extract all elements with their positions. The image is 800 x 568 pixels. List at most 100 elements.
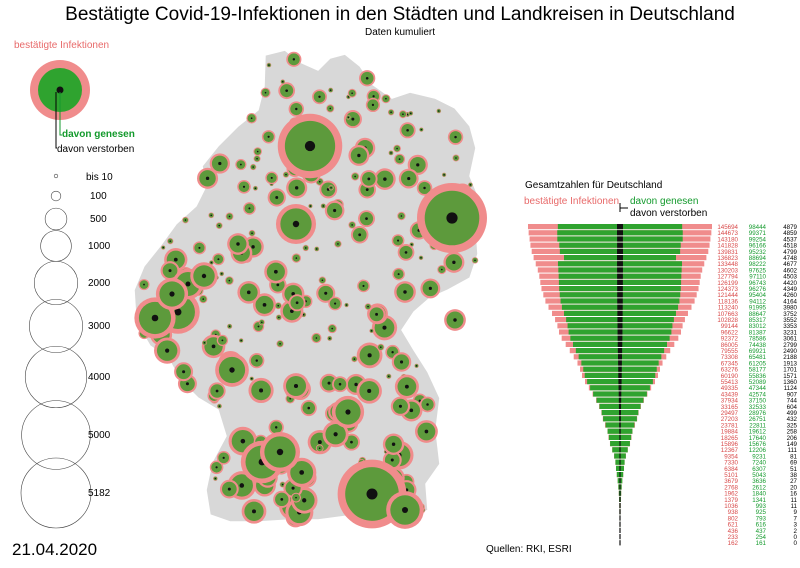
district-deaths-bubble bbox=[242, 185, 246, 188]
totals-value-label: 9 bbox=[794, 509, 798, 516]
source-label: Quellen: RKI, ESRI bbox=[486, 544, 572, 555]
district-deaths-bubble bbox=[322, 205, 325, 207]
size-label: 5000 bbox=[88, 430, 111, 441]
district-deaths-bubble bbox=[295, 257, 298, 259]
district-deaths-bubble bbox=[252, 509, 256, 514]
totals-deaths-bar bbox=[619, 422, 621, 428]
totals-deaths-bar bbox=[619, 496, 621, 502]
totals-value-label: 1379 bbox=[724, 497, 738, 504]
district-deaths-bubble bbox=[185, 382, 189, 386]
district-deaths-bubble bbox=[367, 388, 372, 393]
totals-value-label: 102828 bbox=[717, 317, 738, 324]
district-deaths-bubble bbox=[428, 286, 432, 290]
legend-confirmed-label: bestätigte Infektionen bbox=[14, 40, 110, 51]
totals-value-label: 133448 bbox=[717, 261, 738, 268]
district-deaths-bubble bbox=[351, 224, 353, 226]
totals-value-label: 145694 bbox=[717, 224, 738, 231]
totals-value-label: 4677 bbox=[783, 261, 797, 268]
totals-value-label: 0 bbox=[794, 534, 798, 541]
district-deaths-bubble bbox=[330, 186, 332, 189]
district-deaths-bubble bbox=[329, 89, 332, 91]
totals-value-label: 96276 bbox=[749, 286, 767, 293]
totals-value-label: 124373 bbox=[717, 286, 738, 293]
totals-value-label: 86005 bbox=[721, 342, 739, 349]
district-deaths-bubble bbox=[151, 314, 159, 322]
district-deaths-bubble bbox=[331, 327, 334, 330]
totals-value-label: 604 bbox=[787, 404, 798, 411]
district-deaths-bubble bbox=[218, 224, 221, 227]
chart-subtitle: Daten kumuliert bbox=[364, 27, 436, 38]
totals-value-label: 88694 bbox=[749, 255, 767, 262]
totals-deaths-bar bbox=[617, 242, 623, 248]
district-deaths-bubble bbox=[437, 110, 440, 112]
totals-value-label: 4537 bbox=[783, 236, 797, 243]
totals-value-label: 111 bbox=[788, 447, 798, 454]
district-deaths-bubble bbox=[410, 243, 413, 246]
district-deaths-bubble bbox=[351, 117, 355, 121]
district-deaths-bubble bbox=[307, 406, 311, 410]
district-deaths-bubble bbox=[337, 243, 339, 245]
totals-deaths-bar bbox=[617, 323, 623, 329]
totals-connectors bbox=[619, 203, 628, 212]
totals-deaths-bar bbox=[617, 304, 623, 310]
totals-value-label: 127794 bbox=[717, 274, 738, 281]
totals-value-label: 15896 bbox=[721, 441, 739, 448]
totals-value-label: 22811 bbox=[749, 422, 766, 429]
district-deaths-bubble bbox=[309, 205, 312, 207]
district-deaths-bubble bbox=[255, 359, 258, 362]
totals-value-label: 113240 bbox=[718, 305, 739, 312]
district-deaths-bubble bbox=[357, 153, 361, 158]
district-deaths-bubble bbox=[362, 284, 365, 287]
totals-deaths-bar bbox=[617, 310, 623, 316]
totals-value-label: 4859 bbox=[783, 230, 797, 237]
district-deaths-bubble bbox=[211, 344, 216, 349]
totals-value-label: 3752 bbox=[783, 311, 797, 318]
district-deaths-bubble bbox=[398, 158, 401, 160]
district-deaths-bubble bbox=[454, 135, 457, 139]
totals-value-label: 63276 bbox=[721, 367, 739, 374]
size-label: 500 bbox=[90, 214, 107, 225]
district-deaths-bubble bbox=[185, 281, 191, 287]
totals-value-label: 993 bbox=[756, 503, 767, 510]
totals-value-label: 69921 bbox=[749, 348, 767, 355]
district-deaths-bubble bbox=[270, 176, 273, 179]
district-deaths-bubble bbox=[222, 456, 225, 459]
district-deaths-bubble bbox=[354, 382, 358, 387]
totals-value-label: 4164 bbox=[783, 298, 797, 305]
totals-value-label: 37934 bbox=[721, 398, 739, 405]
district-deaths-bubble bbox=[406, 113, 409, 116]
district-deaths-bubble bbox=[318, 180, 321, 183]
district-deaths-bubble bbox=[453, 318, 457, 322]
totals-value-label: 33165 bbox=[721, 404, 739, 411]
totals-deaths-bar bbox=[617, 348, 623, 354]
totals-value-label: 3552 bbox=[783, 317, 797, 324]
totals-value-label: 98444 bbox=[749, 224, 767, 231]
totals-value-label: 29497 bbox=[721, 410, 739, 417]
totals-value-label: 61205 bbox=[749, 360, 767, 367]
totals-value-label: 97625 bbox=[749, 267, 767, 274]
totals-value-label: 5101 bbox=[724, 472, 738, 479]
district-deaths-bubble bbox=[276, 283, 280, 287]
district-deaths-bubble bbox=[273, 269, 278, 274]
district-deaths-bubble bbox=[240, 339, 242, 342]
totals-value-label: 436 bbox=[728, 528, 739, 535]
district-deaths-bubble bbox=[380, 346, 382, 348]
totals-value-label: 73308 bbox=[721, 354, 739, 361]
district-deaths-bubble bbox=[291, 486, 295, 490]
district-deaths-bubble bbox=[218, 161, 222, 166]
district-deaths-bubble bbox=[424, 429, 429, 434]
district-deaths-bubble bbox=[383, 177, 387, 181]
totals-value-label: 15676 bbox=[749, 441, 767, 448]
district-deaths-bubble bbox=[285, 89, 289, 93]
legend-size-circle bbox=[29, 299, 83, 353]
district-deaths-bubble bbox=[267, 135, 270, 138]
totals-deaths-label: davon verstorben bbox=[630, 208, 708, 219]
totals-deaths-bar bbox=[619, 527, 621, 533]
district-deaths-bubble bbox=[278, 316, 280, 319]
totals-value-label: 925 bbox=[756, 509, 767, 516]
totals-value-label: 11 bbox=[791, 497, 798, 504]
totals-value-label: 1036 bbox=[724, 503, 738, 510]
district-deaths-bubble bbox=[407, 176, 411, 181]
totals-value-label: 49335 bbox=[721, 385, 739, 392]
totals-value-label: 616 bbox=[756, 522, 767, 529]
